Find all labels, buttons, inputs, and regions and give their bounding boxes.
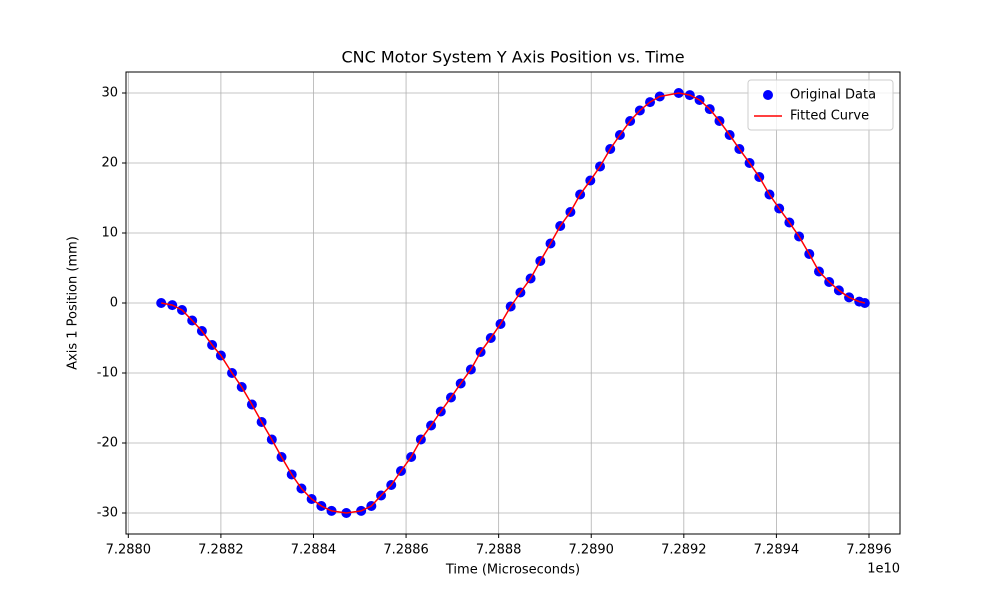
- y-tick-label: 0: [110, 296, 118, 311]
- y-tick-label: 10: [101, 226, 118, 241]
- x-tick-label: 7.2894: [754, 543, 800, 558]
- x-tick-label: 7.2892: [661, 543, 707, 558]
- y-tick-label: -20: [97, 436, 118, 451]
- x-offset-label: 1e10: [867, 562, 900, 577]
- y-axis-label: Axis 1 Position (mm): [66, 236, 81, 370]
- x-tick-label: 7.2884: [291, 543, 337, 558]
- y-tick-label: 20: [101, 156, 118, 171]
- x-tick-label: 7.2890: [568, 543, 614, 558]
- x-tick-label: 7.2896: [846, 543, 892, 558]
- x-tick-label: 7.2888: [476, 543, 522, 558]
- y-tick-label: -10: [97, 366, 118, 381]
- fitted-line: [161, 92, 866, 514]
- legend-box: [747, 79, 894, 131]
- legend: Original Data Fitted Curve: [747, 79, 894, 131]
- x-tick-label: 7.2886: [383, 543, 429, 558]
- chart-title: CNC Motor System Y Axis Position vs. Tim…: [341, 48, 684, 67]
- legend-marker: [763, 90, 773, 100]
- legend-label: Fitted Curve: [790, 109, 869, 124]
- x-tick-label: 7.2880: [106, 543, 152, 558]
- y-tick-label: 30: [101, 86, 118, 101]
- plot-frame: [125, 71, 901, 535]
- legend-label: Original Data: [790, 88, 876, 103]
- y-tick-label: -30: [97, 506, 118, 521]
- x-axis-label: Time (Microseconds): [445, 563, 580, 578]
- x-tick-label: 7.2882: [198, 543, 244, 558]
